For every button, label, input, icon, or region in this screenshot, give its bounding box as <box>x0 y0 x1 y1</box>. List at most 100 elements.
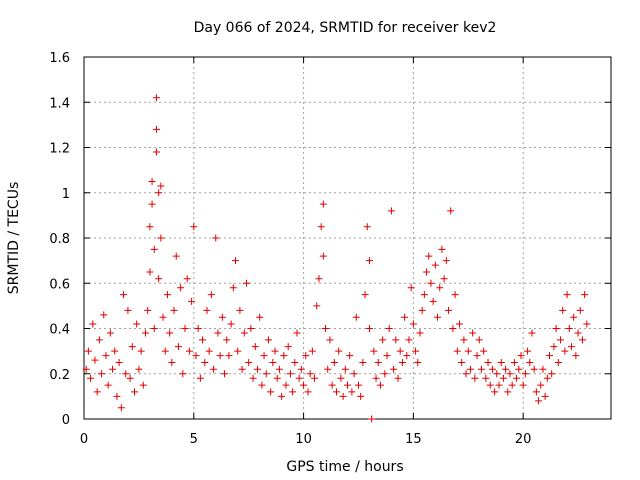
data-point <box>574 329 582 337</box>
data-point <box>451 291 459 299</box>
data-point <box>491 388 499 396</box>
data-point <box>185 347 193 355</box>
x-tick-label: 15 <box>405 432 422 447</box>
data-point <box>554 358 562 366</box>
data-point <box>407 284 415 292</box>
data-point <box>561 347 569 355</box>
data-point <box>304 388 312 396</box>
data-point <box>194 325 202 332</box>
data-point <box>464 347 472 355</box>
data-point <box>379 336 387 344</box>
data-point <box>190 223 198 231</box>
data-point <box>161 347 169 355</box>
data-point <box>113 392 121 400</box>
data-point <box>95 336 103 344</box>
data-point <box>445 306 453 314</box>
data-point <box>319 252 327 260</box>
data-point <box>374 358 382 366</box>
data-point <box>104 381 112 389</box>
data-point <box>546 352 554 360</box>
y-axis-label: SRMTID / TECUs <box>6 182 22 295</box>
data-point <box>159 313 167 321</box>
data-point <box>541 392 549 400</box>
data-point <box>504 388 512 396</box>
data-point <box>361 291 369 299</box>
data-point <box>335 347 343 355</box>
y-tick-label: 0.8 <box>49 232 70 247</box>
data-point <box>168 358 176 366</box>
data-point <box>330 358 338 366</box>
data-point <box>146 268 154 276</box>
data-point <box>245 358 253 366</box>
y-tick-label: 0 <box>62 413 70 428</box>
data-point <box>201 358 209 366</box>
data-point <box>106 329 114 337</box>
data-point <box>284 343 292 351</box>
data-point <box>93 388 101 396</box>
data-point <box>385 325 393 332</box>
data-point <box>152 94 160 102</box>
data-point <box>502 365 510 373</box>
data-point <box>275 365 283 373</box>
data-point <box>578 336 586 344</box>
data-point <box>150 325 158 332</box>
data-point <box>528 329 536 337</box>
data-point <box>466 365 474 373</box>
data-point <box>403 352 411 360</box>
data-point <box>517 352 525 360</box>
x-tick-label: 10 <box>295 432 312 447</box>
y-tick-label: 0.6 <box>49 277 70 292</box>
data-point <box>166 329 174 337</box>
data-point <box>205 347 213 355</box>
data-point <box>179 370 187 378</box>
chart-title: Day 066 of 2024, SRMTID for receiver kev… <box>194 20 497 36</box>
data-point <box>163 291 171 299</box>
data-point <box>425 252 433 260</box>
data-point <box>359 358 367 366</box>
data-point <box>302 352 310 360</box>
data-point <box>530 365 538 373</box>
data-point <box>291 358 299 366</box>
data-point <box>368 415 376 423</box>
data-point <box>115 358 123 366</box>
data-point <box>260 352 268 360</box>
data-point <box>122 370 130 378</box>
data-point <box>271 347 279 355</box>
grid-lines <box>84 57 611 419</box>
data-point <box>510 358 518 366</box>
data-point <box>174 343 182 351</box>
data-point <box>84 347 92 355</box>
data-points <box>82 94 591 423</box>
data-point <box>488 365 496 373</box>
data-point <box>390 365 398 373</box>
data-point <box>539 365 547 373</box>
data-point <box>570 313 578 321</box>
data-point <box>148 177 156 185</box>
y-tick-label: 0.2 <box>49 368 70 383</box>
data-point <box>181 325 189 332</box>
data-point <box>293 329 301 337</box>
data-point <box>324 365 332 373</box>
data-point <box>469 329 477 337</box>
data-point <box>524 347 532 355</box>
data-point <box>519 381 527 389</box>
data-point <box>280 352 288 360</box>
data-point <box>264 336 272 344</box>
data-point <box>447 207 455 215</box>
data-point <box>543 374 551 382</box>
data-point <box>253 365 261 373</box>
data-point <box>214 329 222 337</box>
data-point <box>229 284 237 292</box>
data-point <box>453 347 461 355</box>
data-point <box>348 388 356 396</box>
data-point <box>394 374 402 382</box>
data-point <box>289 388 297 396</box>
x-tick-label: 0 <box>80 432 88 447</box>
data-point <box>306 370 314 378</box>
data-point <box>471 374 479 382</box>
data-point <box>297 365 305 373</box>
data-point <box>535 397 543 405</box>
x-axis-label: GPS time / hours <box>286 459 403 475</box>
data-point <box>155 189 163 197</box>
